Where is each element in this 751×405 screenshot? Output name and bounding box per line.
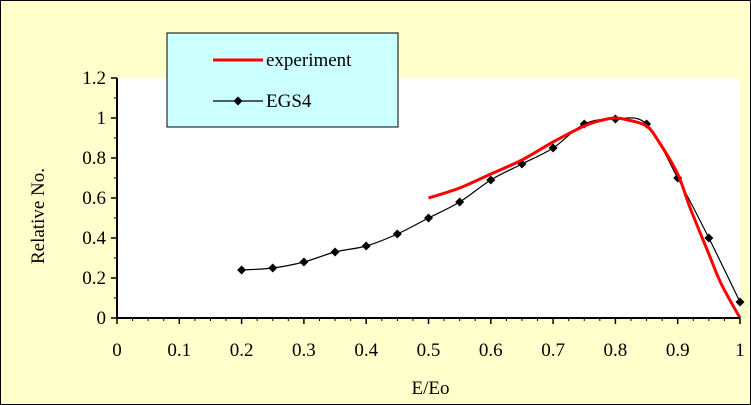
x-tick-label: 0.5 xyxy=(417,340,441,361)
legend-marker-egs4 xyxy=(233,96,243,106)
data-point-egs4 xyxy=(548,143,558,153)
y-tick-label: 0.8 xyxy=(82,148,106,169)
y-tick-label: 0.6 xyxy=(82,188,106,209)
ticks: 0 0.2 0.4 0.6 0.8 1 1.2 0 0.1 0.2 0.3 0.4 0.5 0.6 0.7 0… xyxy=(82,68,745,361)
data-point-egs4 xyxy=(392,229,402,239)
legend: experiment EGS4 xyxy=(166,32,399,128)
y-tick-label: 0.2 xyxy=(82,268,106,289)
x-tick-label: 0.1 xyxy=(167,340,191,361)
plot-lines xyxy=(237,114,745,319)
x-tick-label: 0.6 xyxy=(479,340,503,361)
x-axis-title: E/Eo xyxy=(412,378,450,399)
data-point-egs4 xyxy=(735,297,745,307)
x-tick-label: 0.7 xyxy=(541,340,565,361)
x-tick-label: 0.2 xyxy=(230,340,254,361)
legend-label-egs4: EGS4 xyxy=(266,91,312,112)
y-tick-label: 0 xyxy=(97,308,107,329)
x-tick-label: 0 xyxy=(112,340,122,361)
x-tick-label: 0.9 xyxy=(666,340,690,361)
data-point-egs4 xyxy=(424,213,433,223)
y-tick-label: 1 xyxy=(97,108,107,129)
y-axis-title: Relative No. xyxy=(28,168,49,264)
data-point-egs4 xyxy=(330,247,340,257)
data-point-egs4 xyxy=(361,241,371,251)
data-point-egs4 xyxy=(704,233,714,243)
data-point-egs4 xyxy=(486,175,496,185)
x-tick-label: 0.8 xyxy=(604,340,628,361)
data-point-egs4 xyxy=(268,263,278,273)
x-tick-label: 1 xyxy=(735,340,745,361)
x-tick-label: 0.4 xyxy=(354,340,378,361)
legend-label-experiment: experiment xyxy=(266,50,352,71)
data-point-egs4 xyxy=(455,197,465,207)
data-point-egs4 xyxy=(299,257,309,267)
series-line-experiment xyxy=(428,116,742,319)
y-tick-label: 0.4 xyxy=(82,228,106,249)
data-point-egs4 xyxy=(237,265,247,275)
y-tick-label: 1.2 xyxy=(82,68,106,89)
legend-box xyxy=(166,32,399,128)
x-tick-label: 0.3 xyxy=(292,340,316,361)
